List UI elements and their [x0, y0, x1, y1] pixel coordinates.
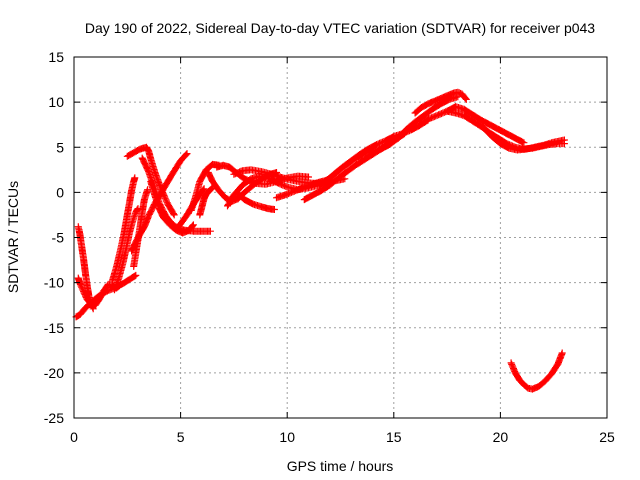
series-arc18 [234, 190, 278, 213]
series-arc13 [196, 184, 217, 219]
y-tick-label: -10 [44, 275, 64, 291]
y-axis-label: SDTVAR / TECUs [5, 181, 21, 293]
data-point-markers [315, 93, 462, 189]
axis-ticks [73, 56, 608, 419]
series-arc22 [315, 93, 462, 189]
series-arc26 [479, 123, 568, 154]
data-point-markers [123, 143, 178, 219]
data-point-markers [479, 123, 568, 154]
series-arc4 [108, 174, 139, 285]
series-arc10 [147, 178, 197, 237]
x-tick-label: 0 [70, 429, 78, 445]
data-point-markers [111, 205, 142, 294]
y-tick-label: 10 [48, 94, 64, 110]
series-arc8 [130, 186, 152, 270]
chart-title: Day 190 of 2022, Sidereal Day-to-day VTE… [85, 20, 595, 36]
series-arc5 [111, 205, 142, 294]
x-tick-label: 15 [386, 429, 402, 445]
data-points [72, 88, 568, 393]
y-tick-label: 0 [56, 184, 64, 200]
data-point-markers [234, 190, 278, 213]
data-point-markers [507, 349, 566, 393]
x-axis-label: GPS time / hours [287, 458, 394, 474]
y-tick-label: -15 [44, 320, 64, 336]
data-point-markers [108, 174, 139, 285]
data-point-markers [147, 178, 197, 237]
grid-lines [74, 57, 607, 418]
y-tick-label: 5 [56, 139, 64, 155]
y-tick-label: 15 [48, 49, 64, 65]
x-tick-label: 20 [493, 429, 509, 445]
data-point-markers [130, 186, 152, 270]
data-point-markers [411, 88, 470, 117]
tick-labels: 0 5 10 15 20 25 -25 -20 -15 -10 -5 0 5 10 15 [44, 49, 615, 445]
data-point-markers [196, 184, 217, 219]
x-tick-label: 10 [279, 429, 295, 445]
series-arc23 [411, 88, 470, 117]
y-tick-label: -5 [52, 230, 65, 246]
x-tick-label: 25 [599, 429, 615, 445]
y-tick-label: -25 [44, 410, 64, 426]
series-arc7 [123, 143, 178, 219]
series-arc27 [507, 349, 566, 393]
y-tick-label: -20 [44, 365, 64, 381]
x-tick-label: 5 [177, 429, 185, 445]
